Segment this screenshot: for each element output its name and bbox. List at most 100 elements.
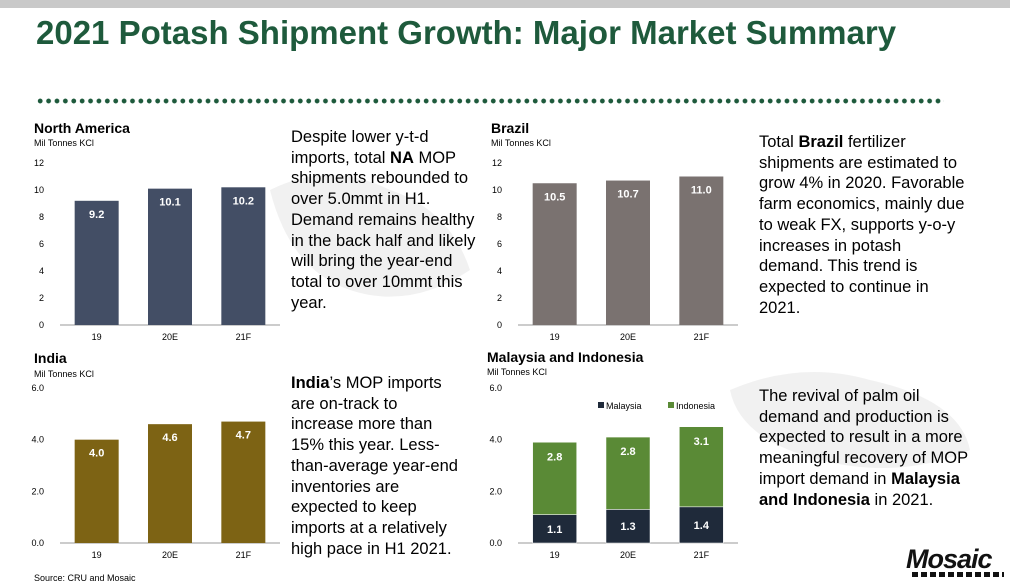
data-label: 1.4 bbox=[694, 520, 710, 532]
x-tick-label: 19 bbox=[550, 550, 560, 560]
legend-swatch-malaysia bbox=[598, 402, 604, 408]
brazil-text-bold: Brazil bbox=[798, 133, 844, 151]
y-tick-label: 4 bbox=[39, 266, 44, 276]
data-label: 4.0 bbox=[89, 448, 104, 460]
y-tick-label: 4.0 bbox=[489, 435, 502, 445]
x-tick-label: 21F bbox=[236, 550, 252, 560]
x-tick-label: 19 bbox=[92, 332, 102, 342]
y-tick-label: 12 bbox=[34, 158, 44, 168]
y-tick-label: 6.0 bbox=[489, 383, 502, 393]
data-label: 4.7 bbox=[236, 430, 251, 442]
bar bbox=[74, 439, 119, 543]
na-text-2: MOP shipments rebounded to over 5.0mmt i… bbox=[291, 148, 476, 312]
chart-ylabel-india: Mil Tonnes KCl bbox=[34, 369, 94, 379]
y-tick-label: 10 bbox=[34, 185, 44, 195]
x-tick-label: 19 bbox=[92, 550, 102, 560]
y-tick-label: 10 bbox=[492, 185, 502, 195]
chart-brazil: 0 2 4 6 8 10 12 19 10.5 20E 10.7 21F 11.0 bbox=[492, 158, 738, 342]
data-label: 10.1 bbox=[159, 197, 180, 209]
y-tick-label: 8 bbox=[39, 212, 44, 222]
x-tick-label: 21F bbox=[236, 332, 252, 342]
logo-stripes bbox=[912, 572, 1004, 577]
india-text-bold: India bbox=[291, 374, 330, 392]
y-tick-label: 0.0 bbox=[31, 538, 44, 548]
malaysia-text-1: The revival of palm oil demand and produ… bbox=[759, 387, 968, 488]
y-tick-label: 6 bbox=[39, 239, 44, 249]
x-tick-label: 21F bbox=[694, 332, 710, 342]
bar bbox=[532, 183, 577, 325]
x-tick-label: 20E bbox=[620, 332, 636, 342]
y-tick-label: 4.0 bbox=[31, 435, 44, 445]
y-tick-label: 2.0 bbox=[489, 486, 502, 496]
chart-india: 0.0 2.0 4.0 6.0 19 4.0 20E 4.6 21F 4.7 bbox=[31, 383, 280, 560]
mosaic-logo: Mosaic bbox=[906, 544, 993, 574]
bar-indonesia bbox=[532, 442, 577, 515]
data-label: 3.1 bbox=[694, 436, 709, 448]
malaysia-commentary: The revival of palm oil demand and produ… bbox=[759, 386, 979, 510]
chart-title-india: India bbox=[34, 350, 67, 366]
bar bbox=[606, 180, 650, 325]
data-label: 10.2 bbox=[233, 195, 254, 207]
dotted-divider bbox=[36, 97, 944, 105]
data-label: 1.1 bbox=[547, 524, 562, 536]
x-tick-label: 20E bbox=[620, 550, 636, 560]
x-tick-label: 20E bbox=[162, 332, 178, 342]
bar-malaysia bbox=[532, 514, 577, 544]
india-text-2: ’s MOP imports are on-track to increase … bbox=[291, 374, 458, 558]
bar bbox=[74, 200, 119, 325]
data-label: 2.8 bbox=[547, 451, 562, 463]
x-tick-label: 20E bbox=[162, 550, 178, 560]
bar bbox=[148, 188, 192, 325]
y-tick-label: 8 bbox=[497, 212, 502, 222]
chart-title-brazil: Brazil bbox=[491, 120, 530, 136]
malaysia-text-bold: Malaysia and Indonesia bbox=[759, 469, 960, 509]
x-tick-label: 21F bbox=[694, 550, 710, 560]
y-tick-label: 2 bbox=[497, 293, 502, 303]
chart-title-malaysia-indonesia: Malaysia and Indonesia bbox=[487, 349, 644, 365]
bar-indonesia bbox=[679, 426, 724, 508]
legend-swatch-indonesia bbox=[668, 402, 674, 408]
y-tick-label: 12 bbox=[492, 158, 502, 168]
data-label: 2.8 bbox=[620, 446, 635, 458]
na-text-1: Despite lower y-t-d imports, total bbox=[291, 128, 429, 167]
na-commentary: Despite lower y-t-d imports, total NA MO… bbox=[291, 127, 476, 313]
top-bar bbox=[0, 0, 1010, 8]
y-tick-label: 0 bbox=[39, 320, 44, 330]
legend-label-malaysia: Malaysia bbox=[606, 401, 642, 411]
data-label: 1.3 bbox=[620, 521, 635, 533]
chart-ylabel-brazil: Mil Tonnes KCl bbox=[491, 138, 551, 148]
na-text-bold: NA bbox=[390, 148, 414, 167]
brazil-text-2: fertilizer shipments are estimated to gr… bbox=[759, 133, 965, 317]
chart-title-north-america: North America bbox=[34, 120, 130, 136]
chart-malaysia-indonesia: 0.0 2.0 4.0 6.0 19 1.1 2.8 20E 1.3 2.8 21F 1.4 3.1 Ma… bbox=[489, 383, 738, 560]
india-commentary: India’s MOP imports are on-track to incr… bbox=[291, 373, 461, 559]
y-tick-label: 0.0 bbox=[489, 538, 502, 548]
bar-malaysia bbox=[605, 509, 651, 544]
data-label: 10.7 bbox=[617, 189, 638, 201]
page-title: 2021 Potash Shipment Growth: Major Marke… bbox=[36, 14, 897, 51]
bar-malaysia bbox=[679, 506, 724, 544]
brazil-commentary: Total Brazil fertilizer shipments are es… bbox=[759, 132, 969, 318]
malaysia-text-2: in 2021. bbox=[869, 490, 934, 509]
world-map-decoration bbox=[270, 175, 470, 297]
bar bbox=[221, 421, 266, 543]
chart-north-america: 0 2 4 6 8 10 12 19 9.2 20E 10.1 21F 10.2 bbox=[34, 158, 280, 342]
data-label: 10.5 bbox=[544, 191, 565, 203]
data-label: 11.0 bbox=[691, 185, 712, 197]
y-tick-label: 2 bbox=[39, 293, 44, 303]
data-label: 9.2 bbox=[89, 209, 104, 221]
x-tick-label: 19 bbox=[550, 332, 560, 342]
chart-ylabel-north-america: Mil Tonnes KCl bbox=[34, 138, 94, 148]
y-tick-label: 0 bbox=[497, 320, 502, 330]
y-tick-label: 4 bbox=[497, 266, 502, 276]
bar bbox=[148, 424, 192, 543]
legend-label-indonesia: Indonesia bbox=[676, 401, 715, 411]
y-tick-label: 6.0 bbox=[31, 383, 44, 393]
source-note: Source: CRU and Mosaic bbox=[34, 573, 136, 583]
chart-ylabel-malaysia-indonesia: Mil Tonnes KCl bbox=[487, 367, 547, 377]
y-tick-label: 2.0 bbox=[31, 486, 44, 496]
bar-indonesia bbox=[605, 436, 651, 510]
bar bbox=[679, 176, 724, 325]
world-map-decoration-2 bbox=[730, 372, 970, 468]
bar bbox=[221, 187, 266, 325]
